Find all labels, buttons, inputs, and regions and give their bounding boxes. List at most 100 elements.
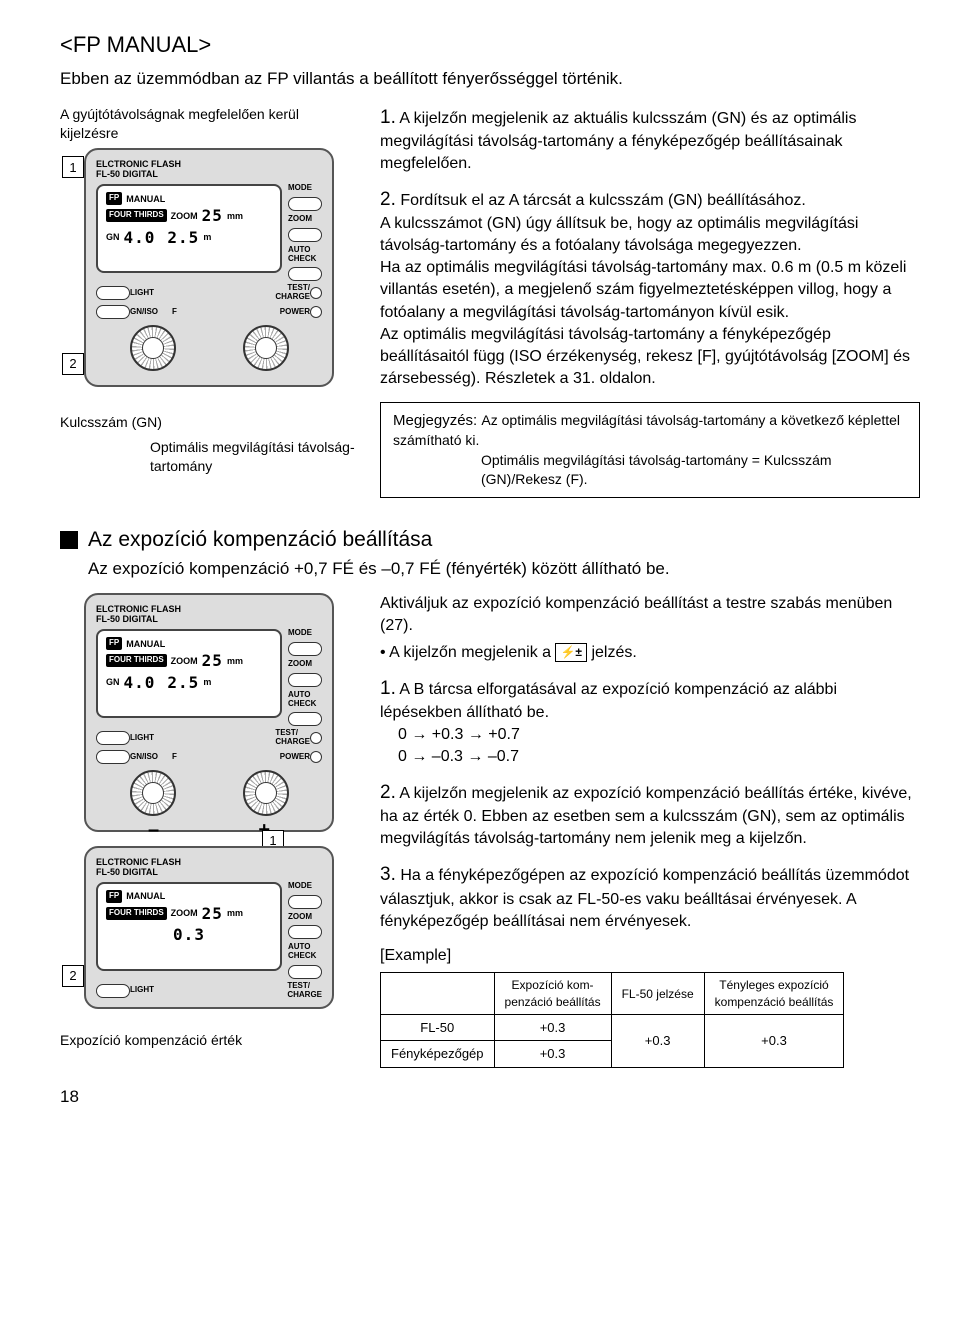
power-label-2: POWER: [280, 753, 310, 762]
indicator-post: jelzés.: [591, 644, 636, 661]
mode-button-2[interactable]: [288, 642, 322, 656]
ec-step-1-l1: 0 → +0.3 → +0.7: [380, 726, 520, 743]
dial-b-2[interactable]: [243, 770, 289, 816]
fourthirds-badge: FOUR THIRDS: [106, 209, 167, 222]
lcd-manual: MANUAL: [126, 193, 165, 205]
th-fl50: FL-50 jelzése: [611, 973, 704, 1014]
lcd-gn-value-2: 4.0: [124, 672, 156, 694]
autocheck-label-2: AUTO CHECK: [288, 691, 322, 709]
device3-model-label: ELCTRONIC FLASH FL-50 DIGITAL: [96, 858, 322, 878]
autocheck-button-3[interactable]: [288, 965, 322, 979]
zoom-label-3: ZOOM: [288, 913, 322, 922]
step-2-num: 2.: [380, 189, 396, 210]
gniso-button[interactable]: [96, 305, 130, 319]
step-2-body: A kulcsszámot (GN) úgy állítsuk be, hogy…: [380, 215, 910, 387]
lcd-dist-unit: m: [203, 231, 211, 243]
lcd-zoom-unit-2: mm: [227, 655, 243, 667]
lcd-dist-value: 2.5: [167, 227, 199, 249]
gniso-label-2: GN/ISO: [130, 753, 158, 762]
row-camera-val: +0.3: [494, 1041, 611, 1068]
light-label: LIGHT: [130, 289, 154, 298]
mode-label-2: MODE: [288, 629, 322, 638]
fp-badge-2: FP: [106, 637, 122, 650]
note-line2: Optimális megvilágítási távolság-tartomá…: [393, 451, 907, 489]
lcd-dist-unit-2: m: [203, 676, 211, 688]
lcd-screen-3: FP MANUAL FOUR THIRDS ZOOM 25 mm 0.3: [96, 882, 282, 971]
dial-b[interactable]: [243, 325, 289, 371]
lcd-zoom-unit-3: mm: [227, 907, 243, 919]
ec-step-2-num: 2.: [380, 782, 396, 803]
exposure-intro: Az expozíció kompenzáció +0,7 FÉ és –0,7…: [88, 558, 920, 581]
flash-device-2: ELCTRONIC FLASH FL-50 DIGITAL FP MANUAL …: [84, 593, 334, 832]
section-title: <FP MANUAL>: [60, 30, 920, 60]
zoom-button-3[interactable]: [288, 925, 322, 939]
ec-step-1: 1. A B tárcsa elforgatásával az expozíci…: [380, 676, 920, 768]
lcd-gn-label-2: GN: [106, 676, 120, 688]
power-led[interactable]: [310, 306, 322, 318]
ec-step-3-text: Ha a fényképezőgépen az expozíció kompen…: [380, 867, 909, 929]
test-led-2[interactable]: [310, 732, 322, 744]
ft-badge-2: FOUR THIRDS: [106, 654, 167, 667]
marker-2: 2: [62, 353, 84, 375]
ec-step-3-num: 3.: [380, 864, 396, 885]
light-button-2[interactable]: [96, 731, 130, 745]
lcd-zoom-label: ZOOM: [171, 210, 198, 222]
ft-badge-3: FOUR THIRDS: [106, 907, 167, 920]
power-led-2[interactable]: [310, 751, 322, 763]
light-button[interactable]: [96, 286, 130, 300]
marker-2b: 2: [62, 965, 84, 987]
autocheck-button[interactable]: [288, 267, 322, 281]
device-model-label: ELCTRONIC FLASH FL-50 DIGITAL: [96, 160, 322, 180]
fp-manual-section: <FP MANUAL> Ebben az üzemmódban az FP vi…: [60, 30, 920, 498]
autocheck-label: AUTO CHECK: [288, 246, 322, 264]
fp-badge-3: FP: [106, 890, 122, 903]
lcd-zoom-value-2: 25: [202, 650, 223, 672]
lcd-screen-2: FP MANUAL FOUR THIRDS ZOOM 25 mm GN 4.0 …: [96, 629, 282, 718]
lcd-manual-2: MANUAL: [126, 638, 165, 650]
test-led[interactable]: [310, 287, 322, 299]
flash-device-1: 1 ELCTRONIC FLASH FL-50 DIGITAL FP MANUA…: [84, 148, 334, 387]
lcd-screen: FP MANUAL FOUR THIRDS ZOOM 25 mm GN 4.0: [96, 184, 282, 273]
indicator-text: • A kijelzőn megjelenik a ⚡± jelzés.: [380, 642, 920, 664]
ec-step-1-num: 1.: [380, 678, 396, 699]
gniso-button-2[interactable]: [96, 750, 130, 764]
light-label-2: LIGHT: [130, 734, 154, 743]
autocheck-button-2[interactable]: [288, 712, 322, 726]
f-label-2: F: [172, 753, 177, 762]
gn-callout: Kulcsszám (GN): [60, 413, 360, 432]
example-label: [Example]: [380, 945, 920, 967]
lcd-gn-label: GN: [106, 231, 120, 243]
th-actual: Tényleges expozíció kompenzáció beállítá…: [704, 973, 844, 1014]
step-1: 1. A kijelzőn megjelenik az aktuális kul…: [380, 105, 920, 175]
row-camera-label: Fényképezőgép: [381, 1041, 495, 1068]
dist-callout: Optimális megvilágítási távolság-tartomá…: [150, 438, 360, 476]
indicator-pre: • A kijelzőn megjelenik a: [380, 644, 555, 661]
step-2: 2. Fordítsuk el az A tárcsát a kulcsszám…: [380, 187, 920, 390]
square-bullet-icon: [60, 531, 78, 549]
th-ec-setting: Expozíció kom- penzáció beállítás: [494, 973, 611, 1014]
exposure-steps: Aktiváljuk az expozíció kompenzáció beál…: [380, 593, 920, 1068]
marker-1: 1: [62, 156, 84, 178]
flash-device-3: ELCTRONIC FLASH FL-50 DIGITAL FP MANUAL …: [84, 846, 334, 1009]
ec-step-2: 2. A kijelzőn megjelenik az expozíció ko…: [380, 780, 920, 850]
autocheck-label-3: AUTO CHECK: [288, 943, 322, 961]
step-1-num: 1.: [380, 107, 396, 128]
test-label-2: TEST/ CHARGE: [275, 729, 310, 747]
gniso-label: GN/ISO: [130, 308, 158, 317]
exposure-title: Az expozíció kompenzáció beállítása: [88, 526, 432, 554]
lcd-zoom-value: 25: [202, 205, 223, 227]
zoom-button-2[interactable]: [288, 673, 322, 687]
step-1-text: A kijelzőn megjelenik az aktuális kulcss…: [380, 110, 856, 172]
lcd-zoom-label-2: ZOOM: [171, 655, 198, 667]
mode-button[interactable]: [288, 197, 322, 211]
note-label: Megjegyzés:: [393, 412, 477, 429]
mode-button-3[interactable]: [288, 895, 322, 909]
fp-badge: FP: [106, 192, 122, 205]
lcd-dist-value-2: 2.5: [167, 672, 199, 694]
dial-a[interactable]: [130, 325, 176, 371]
light-button-3[interactable]: [96, 984, 130, 998]
dial-a-2[interactable]: [130, 770, 176, 816]
flash-pm-icon: ⚡±: [555, 643, 587, 662]
zoom-label: ZOOM: [288, 215, 322, 224]
zoom-button[interactable]: [288, 228, 322, 242]
